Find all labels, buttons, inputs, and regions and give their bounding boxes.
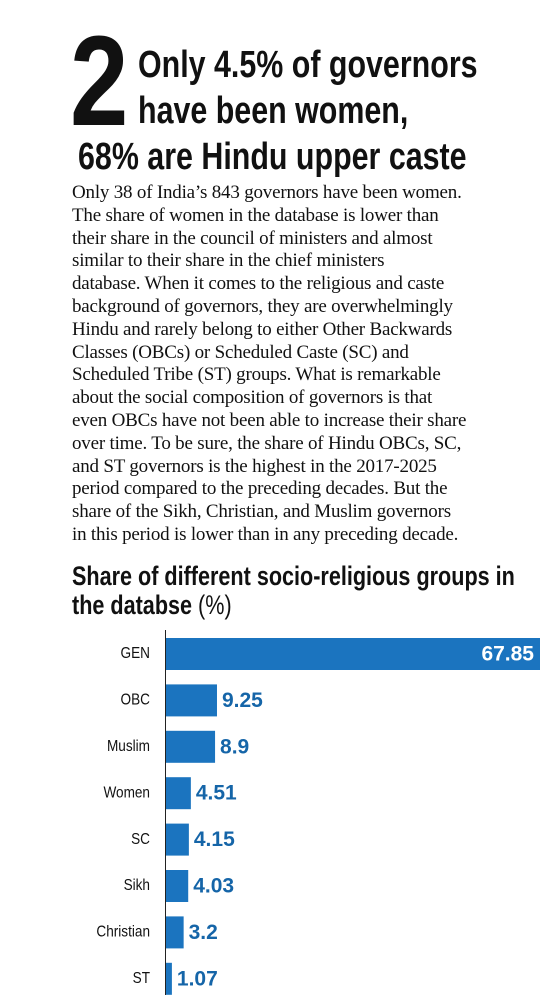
category-label: Sikh xyxy=(124,877,150,894)
body-line: in this period is lower than in any prec… xyxy=(72,523,459,545)
body-line: and ST governors is the highest in the 2… xyxy=(72,455,437,477)
category-label: ST xyxy=(133,970,150,987)
body-line: period compared to the preceding decades… xyxy=(72,478,448,500)
chart: GEN 67.85 OBC 9.25 Muslim 8.9 Women 4.51 SC 4.15 S… xyxy=(96,630,540,995)
category-label: OBC xyxy=(121,692,151,709)
value-label: 4.03 xyxy=(193,875,234,898)
value-label: 67.85 xyxy=(481,643,534,666)
body-line: share of the Sikh, Christian, and Muslim… xyxy=(72,501,451,523)
body-line: similar to their share in the chief mini… xyxy=(72,250,385,272)
value-label: 4.51 xyxy=(196,782,237,805)
chart-unit: (%) xyxy=(198,590,232,620)
body-line: Classes (OBCs) or Scheduled Caste (SC) a… xyxy=(72,341,409,363)
body-text: Only 38 of India’s 843 governors have be… xyxy=(72,182,466,547)
section-number: 2 xyxy=(70,10,129,153)
category-label: Women xyxy=(103,784,150,801)
value-label: 3.2 xyxy=(189,921,218,944)
bar xyxy=(166,777,191,810)
bar xyxy=(166,962,172,995)
body-line: over time. To be sure, the share of Hind… xyxy=(72,432,462,454)
bar xyxy=(166,684,217,717)
category-label: Christian xyxy=(96,924,150,941)
body-line: their share in the council of ministers … xyxy=(72,227,433,249)
headline: have been women, xyxy=(138,90,409,132)
bar xyxy=(166,916,184,949)
chart-title: Share of different socio-religious group… xyxy=(72,562,520,620)
bar xyxy=(166,823,189,856)
body-line: about the social composition of governor… xyxy=(72,387,433,409)
bar xyxy=(166,638,540,670)
bar xyxy=(166,730,216,763)
body-line: The share of women in the database is lo… xyxy=(72,204,439,226)
category-label: SC xyxy=(131,831,150,848)
value-label: 9.25 xyxy=(222,689,263,712)
value-label: 8.9 xyxy=(220,735,249,758)
body-line: Hindu and rarely belong to either Other … xyxy=(72,318,453,340)
headline: Only 4.5% of governors xyxy=(138,44,478,86)
body-line: Only 38 of India’s 843 governors have be… xyxy=(72,182,462,203)
value-label: 4.15 xyxy=(194,828,235,851)
category-label: GEN xyxy=(121,645,150,662)
value-label: 1.07 xyxy=(177,967,218,990)
bar xyxy=(166,870,189,902)
headline: 68% are Hindu upper caste xyxy=(78,136,467,178)
body-line: even OBCs have not been able to increase… xyxy=(72,409,467,431)
category-label: Muslim xyxy=(107,738,150,755)
body-line: background of governors, they are overwh… xyxy=(72,295,453,317)
body-line: Scheduled Tribe (ST) groups. What is rem… xyxy=(72,364,441,386)
body-line: database. When it comes to the religious… xyxy=(72,273,445,295)
chart-title-text: Share of different socio-religious group… xyxy=(72,561,515,620)
